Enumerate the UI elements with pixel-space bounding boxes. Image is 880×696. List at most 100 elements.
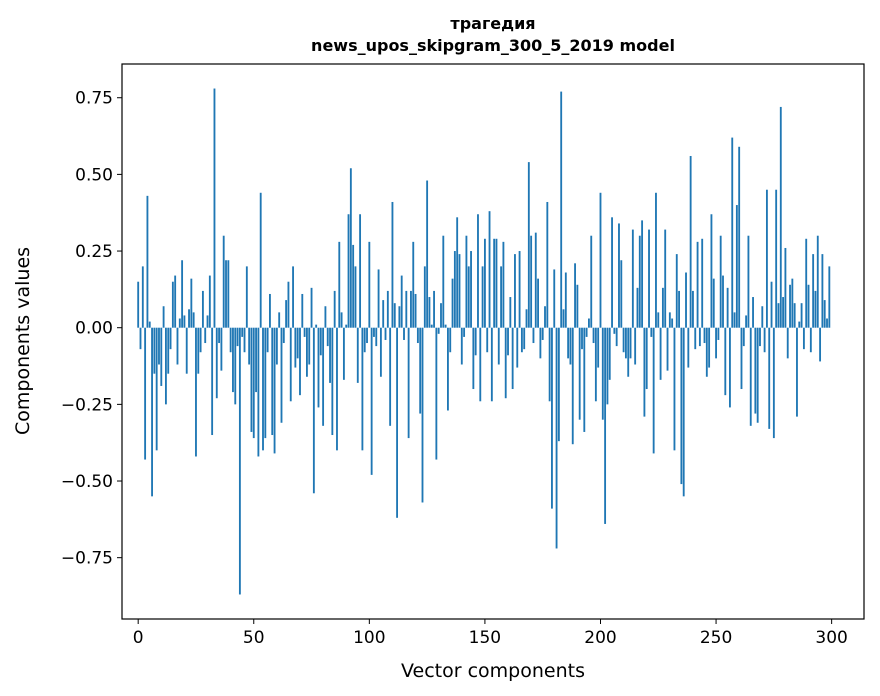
bar [761, 306, 764, 328]
bar [756, 327, 759, 423]
bar [479, 327, 482, 402]
bar [160, 327, 163, 386]
bar [296, 327, 299, 359]
bar [703, 327, 706, 344]
bar [146, 195, 149, 328]
bar [509, 297, 512, 328]
bar [208, 275, 211, 328]
bar [171, 281, 174, 328]
bar [255, 327, 257, 393]
bar [553, 269, 556, 328]
bar [195, 327, 197, 457]
bar [638, 235, 641, 328]
bar [206, 315, 209, 328]
bar [266, 327, 269, 353]
bar [363, 327, 366, 353]
bar [248, 327, 251, 365]
bar [786, 327, 789, 359]
bar [486, 327, 489, 353]
bar [176, 327, 179, 365]
bar [257, 327, 260, 457]
bar [814, 290, 817, 328]
bar [342, 327, 345, 380]
bar [576, 284, 579, 328]
bar [444, 324, 447, 328]
bar [282, 327, 285, 344]
bar [467, 266, 470, 328]
bar [410, 290, 412, 328]
bar [430, 324, 433, 328]
bar [807, 284, 810, 328]
bar [326, 327, 329, 347]
bar [201, 290, 204, 328]
bar [537, 278, 539, 328]
bars [137, 88, 833, 595]
bar [546, 201, 549, 328]
bar [770, 281, 773, 328]
bar [416, 327, 419, 344]
bar [451, 278, 454, 328]
y-axis-label: Components values [12, 247, 34, 435]
bar [618, 223, 620, 328]
bar [377, 269, 380, 328]
bar [379, 327, 382, 377]
bar [423, 266, 426, 328]
x-tick-label: 150 [469, 628, 501, 648]
bar [805, 238, 808, 328]
bar [514, 254, 516, 328]
bar [250, 327, 253, 432]
bar [188, 309, 190, 328]
bar [225, 260, 227, 328]
bar [405, 290, 408, 328]
bar [382, 300, 385, 328]
bar [167, 327, 170, 374]
bar [259, 192, 262, 328]
bar [511, 327, 514, 390]
bar [174, 275, 177, 328]
bar [433, 290, 435, 328]
bar [798, 321, 801, 328]
bar [262, 327, 264, 451]
bar [414, 293, 417, 328]
bar [398, 306, 401, 328]
bar [500, 266, 503, 328]
chart-subtitle: news_upos_skipgram_300_5_2019 model [311, 36, 675, 55]
bar [678, 290, 680, 328]
bar [375, 327, 378, 347]
bar [722, 275, 724, 328]
bar [611, 217, 613, 328]
bar [710, 214, 713, 328]
bar [264, 327, 267, 439]
bar [634, 327, 637, 365]
bar [650, 327, 653, 337]
bar [312, 327, 315, 494]
bar [560, 91, 563, 328]
bar [453, 251, 456, 328]
bar [252, 327, 255, 439]
bar [153, 327, 156, 374]
y-tick-label: −0.50 [61, 472, 113, 492]
bar [668, 312, 671, 328]
bar [178, 318, 181, 328]
bar [701, 238, 704, 328]
bar [685, 272, 687, 328]
bar [428, 297, 431, 328]
bar [449, 327, 452, 353]
bar [241, 327, 244, 337]
y-tick-label: 0.00 [75, 319, 113, 339]
bar [407, 327, 410, 439]
bar [199, 327, 202, 353]
bar [490, 327, 493, 402]
bar [636, 287, 639, 328]
bar [826, 318, 828, 328]
bar [777, 303, 780, 328]
bar [294, 327, 297, 368]
bar [564, 272, 567, 328]
bar [227, 260, 230, 328]
bar [557, 327, 560, 442]
bar [412, 241, 415, 328]
bar [661, 287, 664, 328]
bar [520, 327, 523, 353]
bar [615, 327, 618, 347]
bar [754, 327, 757, 414]
